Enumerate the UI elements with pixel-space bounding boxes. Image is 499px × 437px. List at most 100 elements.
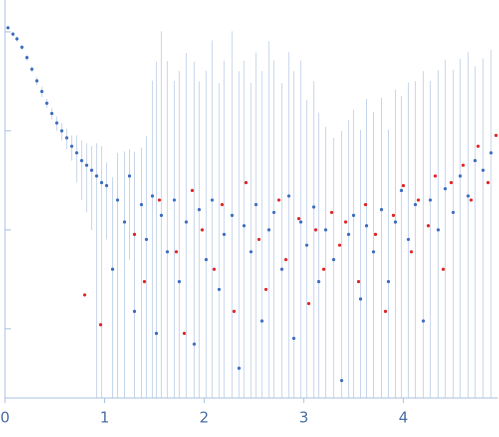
data-point	[473, 159, 477, 163]
data-point	[426, 224, 430, 228]
data-point	[244, 181, 248, 185]
data-point	[332, 258, 336, 262]
data-point	[379, 208, 384, 212]
data-point	[157, 198, 161, 202]
x-tick-label: 4	[399, 409, 409, 427]
data-point	[421, 319, 425, 323]
data-point	[409, 250, 413, 254]
data-point	[371, 250, 376, 254]
data-point	[65, 136, 69, 140]
data-point	[436, 228, 440, 232]
data-point	[347, 232, 351, 236]
data-point	[184, 220, 188, 224]
data-point	[99, 323, 103, 327]
data-point	[280, 267, 284, 271]
data-point	[292, 336, 296, 341]
data-point	[441, 267, 445, 271]
data-point	[220, 202, 224, 207]
data-point	[330, 210, 334, 215]
data-point	[344, 220, 348, 224]
data-point	[373, 232, 378, 236]
data-point	[144, 237, 149, 242]
data-point	[264, 287, 268, 292]
data-point	[476, 144, 480, 148]
data-point	[159, 213, 163, 217]
data-point	[364, 224, 369, 228]
data-point	[60, 129, 64, 133]
data-point	[458, 174, 462, 178]
data-point	[230, 213, 234, 217]
data-point	[242, 224, 246, 228]
x-tick-label: 1	[100, 409, 110, 427]
data-point	[494, 133, 498, 137]
data-point	[297, 216, 301, 221]
data-point	[272, 210, 276, 215]
data-point	[363, 202, 368, 207]
data-point	[45, 101, 49, 105]
data-point	[25, 55, 29, 60]
data-point	[351, 213, 356, 217]
data-point	[267, 228, 271, 232]
data-point	[469, 198, 473, 202]
data-point	[212, 267, 216, 271]
data-point	[428, 198, 432, 202]
data-point	[217, 287, 221, 292]
data-point	[55, 121, 59, 125]
data-point	[182, 331, 186, 335]
data-point	[393, 220, 398, 224]
data-point	[83, 293, 87, 297]
data-point	[30, 67, 34, 71]
data-point	[154, 331, 158, 335]
data-point	[260, 319, 264, 323]
data-point	[314, 228, 318, 232]
data-point	[132, 309, 137, 313]
data-point	[284, 258, 288, 262]
data-point	[299, 220, 303, 224]
data-point	[40, 89, 44, 94]
data-point	[386, 279, 391, 284]
data-point	[177, 279, 181, 284]
data-point	[110, 267, 115, 271]
data-point	[307, 301, 311, 306]
data-point	[489, 151, 493, 155]
data-point	[192, 342, 196, 346]
data-point	[20, 45, 24, 49]
data-point	[127, 174, 132, 178]
x-tick-label: 2	[199, 409, 209, 427]
data-point	[449, 181, 453, 185]
data-point	[200, 228, 204, 232]
data-point	[150, 194, 155, 198]
data-point	[132, 232, 137, 236]
data-point	[75, 151, 79, 155]
data-point	[249, 250, 253, 254]
data-point	[222, 232, 226, 236]
data-point	[139, 202, 144, 207]
data-point	[6, 26, 10, 30]
data-point	[15, 37, 19, 41]
data-point	[70, 144, 74, 148]
data-point	[406, 237, 410, 242]
data-point	[257, 237, 261, 242]
data-point	[322, 267, 326, 271]
data-point	[85, 163, 89, 167]
data-point	[122, 220, 127, 224]
data-point	[237, 366, 241, 370]
data-point	[95, 174, 99, 178]
data-point	[481, 168, 485, 172]
data-point	[172, 198, 176, 202]
data-point	[287, 194, 291, 198]
data-point	[356, 279, 361, 284]
data-point	[324, 228, 328, 232]
data-point	[305, 243, 309, 247]
data-point	[35, 79, 39, 83]
data-point	[204, 258, 208, 262]
data-point	[80, 159, 84, 163]
data-point	[391, 213, 396, 217]
data-point	[50, 111, 54, 116]
data-point	[142, 279, 147, 284]
data-point	[277, 198, 281, 202]
data-point	[174, 250, 178, 254]
data-point	[165, 250, 169, 254]
data-point	[461, 163, 465, 167]
data-point	[401, 183, 405, 188]
